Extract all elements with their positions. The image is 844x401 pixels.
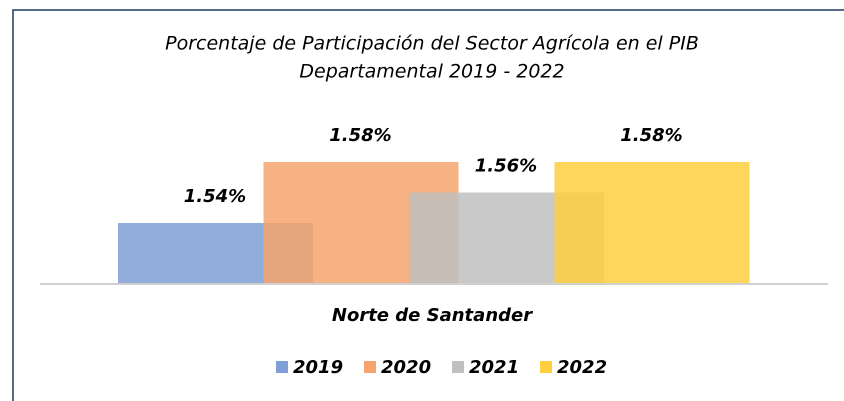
data-label: 1.56% [475,156,537,177]
data-label: 1.58% [620,125,682,146]
x-tick-label: Norte de Santander [332,305,533,326]
chart-title: Porcentaje de Participación del Sector A… [165,33,699,55]
data-label: 1.54% [184,186,246,207]
legend-swatch [364,361,376,373]
legend-label: 2020 [381,357,431,378]
bar [554,162,750,284]
legend-label: 2022 [557,357,607,378]
chart-title: Departamental 2019 - 2022 [299,61,564,83]
legend-swatch [540,361,552,373]
data-label: 1.58% [329,125,391,146]
legend-swatch [276,361,288,373]
legend-label: 2021 [469,357,519,378]
legend-swatch [452,361,464,373]
legend-label: 2019 [293,357,343,378]
